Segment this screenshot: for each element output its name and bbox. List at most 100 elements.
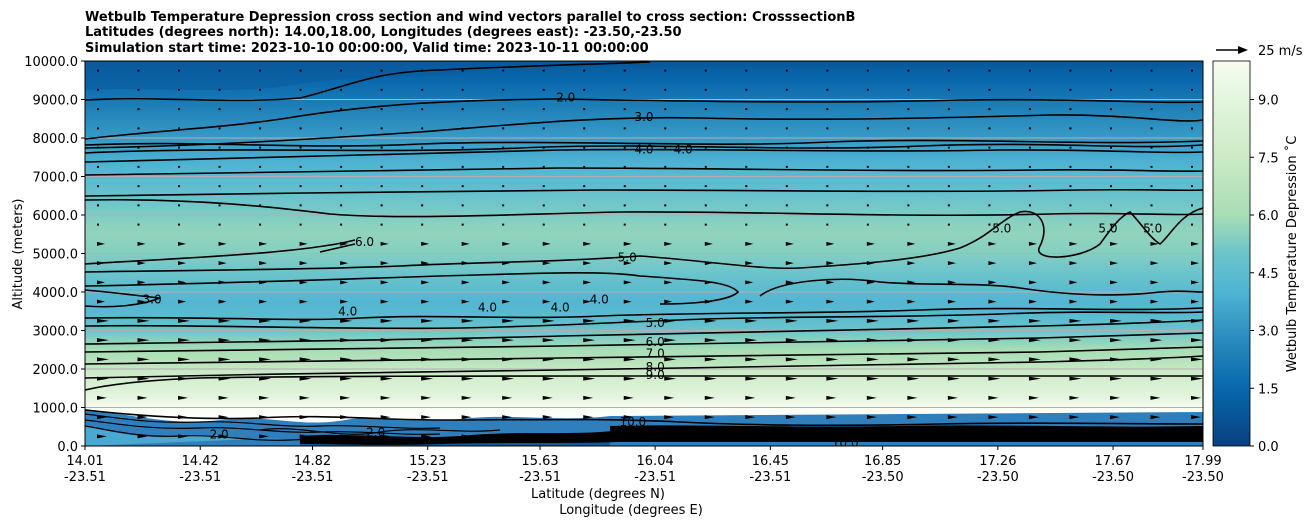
- wind-vector: [745, 69, 748, 72]
- wind-vector: [866, 108, 869, 111]
- wind-vector: [1069, 69, 1072, 72]
- wind-vector: [299, 223, 302, 226]
- wind-vector: [623, 338, 636, 343]
- wind-vector: [866, 415, 877, 420]
- wind-vector: [826, 299, 835, 304]
- wind-vector: [421, 223, 424, 226]
- wind-vector: [259, 261, 268, 266]
- wind-vector: [704, 299, 713, 304]
- wind-vector: [1069, 108, 1072, 111]
- wind-vector: [137, 241, 146, 246]
- y-tick-label: 4000.0: [33, 286, 79, 301]
- wind-vector: [178, 204, 181, 207]
- wind-vector: [1150, 318, 1163, 323]
- wind-vector: [1069, 165, 1072, 168]
- wind-vector: [704, 241, 713, 246]
- wind-vector: [218, 204, 221, 207]
- wind-vector: [988, 165, 991, 168]
- surface-contour-band-right: [610, 425, 1203, 439]
- wind-vector: [421, 185, 424, 188]
- surface-contour-d: [259, 428, 501, 435]
- wind-vector: [826, 108, 829, 111]
- wind-vector: [1028, 223, 1031, 226]
- wind-vector: [1028, 318, 1041, 323]
- wind-vector: [542, 376, 555, 381]
- wind-vector: [1191, 127, 1193, 130]
- wind-vector: [218, 261, 227, 266]
- wind-vector: [866, 127, 869, 130]
- wind-vector: [664, 280, 673, 285]
- colorbar-tick-label: 6.0: [1258, 209, 1279, 224]
- wind-vector: [745, 241, 754, 246]
- wind-vector: [421, 165, 424, 168]
- wind-vector: [1191, 108, 1193, 111]
- wind-vector: [866, 204, 869, 207]
- contour-5-5-upper: [85, 198, 1203, 218]
- wind-vector: [340, 223, 343, 226]
- wind-vector: [137, 165, 140, 168]
- wind-vector: [1150, 127, 1153, 130]
- wind-vector: [380, 376, 393, 381]
- wind-vector: [218, 165, 221, 168]
- wind-vector: [704, 127, 707, 130]
- wind-vector: [704, 223, 707, 226]
- colorbar-tick-label: 3.0: [1258, 325, 1279, 340]
- wind-vector: [826, 318, 839, 323]
- wind-vector: [745, 127, 748, 130]
- wind-vector: [299, 69, 302, 72]
- wind-vector: [178, 88, 181, 91]
- x-tick-longitude: -23.51: [64, 470, 106, 485]
- wind-vector: [907, 165, 910, 168]
- x-tick-longitude: -23.51: [179, 470, 221, 485]
- wind-vector: [299, 299, 308, 304]
- wind-vector: [461, 165, 464, 168]
- wind-vector: [907, 415, 918, 420]
- wind-vector: [299, 146, 302, 149]
- wind-vector: [461, 376, 474, 381]
- wind-vector: [785, 88, 788, 91]
- wind-vector: [97, 204, 99, 207]
- wind-vector: [988, 146, 991, 149]
- wind-vector: [97, 241, 105, 246]
- wind-vector: [421, 376, 434, 381]
- wind-vector: [1109, 357, 1122, 362]
- wind-vector: [1191, 223, 1193, 226]
- contour-label: 5.0: [618, 250, 637, 264]
- wind-vector: [502, 185, 505, 188]
- x-tick-latitude: 16.45: [752, 454, 789, 469]
- wind-vector: [542, 241, 551, 246]
- wind-vector: [1191, 165, 1193, 168]
- wind-vector: [461, 127, 464, 130]
- wind-vector: [664, 88, 667, 91]
- x-tick-latitude: 15.63: [521, 454, 558, 469]
- y-tick-label: 3000.0: [33, 325, 79, 340]
- wind-vector: [97, 338, 109, 343]
- wind-vector: [259, 69, 262, 72]
- x-tick-latitude: 15.23: [409, 454, 446, 469]
- wind-vector: [1191, 318, 1203, 323]
- x-tick-latitude: 14.01: [66, 454, 103, 469]
- wind-vector: [178, 223, 181, 226]
- wind-vector: [218, 108, 221, 111]
- wind-vector: [785, 299, 794, 304]
- contour-label: 9.0: [646, 368, 665, 382]
- wind-vector: [137, 127, 140, 130]
- wind-vector: [785, 376, 798, 381]
- surface-contour-a: [85, 413, 441, 429]
- wind-vector: [380, 204, 383, 207]
- y-tick-label: 9000.0: [33, 94, 79, 109]
- contour-label: 6.0: [646, 335, 665, 349]
- x-tick-latitude: 16.85: [864, 454, 901, 469]
- wind-vector: [218, 299, 227, 304]
- wind-vector: [502, 261, 511, 266]
- wind-vector: [542, 204, 545, 207]
- contour-label: 5.0: [1098, 221, 1117, 235]
- x-tick-latitude: 17.67: [1094, 454, 1131, 469]
- wind-vector: [178, 127, 181, 130]
- contour-9-0: [85, 355, 1203, 379]
- wind-vector: [826, 69, 829, 72]
- wind-vector: [218, 395, 229, 400]
- wind-vector: [1028, 241, 1037, 246]
- wind-vector: [745, 204, 748, 207]
- wind-vector: [259, 88, 262, 91]
